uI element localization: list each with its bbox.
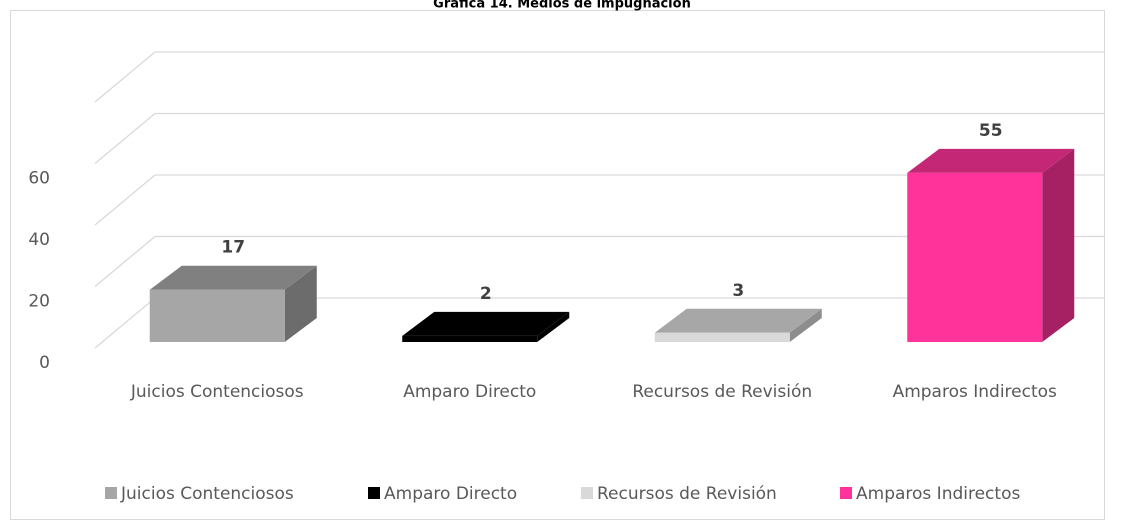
legend-label: Amparo Directo bbox=[384, 484, 517, 504]
chart-title: Gráfica 14. Medios de impugnación bbox=[433, 0, 691, 12]
bar bbox=[149, 289, 285, 342]
x-tick-label: Amparo Directo bbox=[403, 382, 536, 402]
bar bbox=[907, 172, 1043, 342]
legend-label: Recursos de Revisión bbox=[597, 484, 777, 504]
legend-label: Juicios Contenciosos bbox=[120, 484, 294, 504]
grid-line bbox=[94, 51, 156, 103]
bar-top bbox=[149, 265, 317, 290]
x-tick-label: Juicios Contenciosos bbox=[130, 382, 304, 402]
x-tick-label: Amparos Indirectos bbox=[893, 382, 1057, 402]
data-label: 55 bbox=[979, 121, 1003, 141]
grid-line bbox=[94, 174, 156, 226]
bar-top bbox=[654, 308, 822, 333]
bar-side bbox=[789, 308, 822, 342]
bar-side bbox=[284, 265, 317, 342]
data-label: 3 bbox=[732, 281, 744, 301]
bar-top bbox=[907, 148, 1075, 173]
x-tick-label: Recursos de Revisión bbox=[632, 382, 812, 402]
bar bbox=[654, 332, 790, 342]
grid-line bbox=[94, 113, 156, 164]
bar-side bbox=[1042, 148, 1075, 342]
bar bbox=[402, 335, 538, 342]
legend-label: Amparos Indirectos bbox=[856, 484, 1020, 504]
legend-swatch bbox=[105, 487, 117, 499]
bar-top bbox=[402, 311, 570, 336]
y-tick-label: 60 bbox=[28, 169, 50, 189]
legend-swatch bbox=[840, 487, 852, 499]
y-tick-label: 20 bbox=[28, 292, 50, 312]
data-label: 17 bbox=[221, 238, 245, 258]
bar-side bbox=[537, 311, 570, 342]
y-tick-label: 0 bbox=[39, 353, 50, 373]
data-label: 2 bbox=[480, 284, 492, 304]
grid-line bbox=[94, 297, 156, 349]
grid-line bbox=[94, 236, 156, 287]
legend-swatch bbox=[368, 487, 380, 499]
y-tick-label: 40 bbox=[28, 230, 50, 250]
legend-swatch bbox=[581, 487, 593, 499]
